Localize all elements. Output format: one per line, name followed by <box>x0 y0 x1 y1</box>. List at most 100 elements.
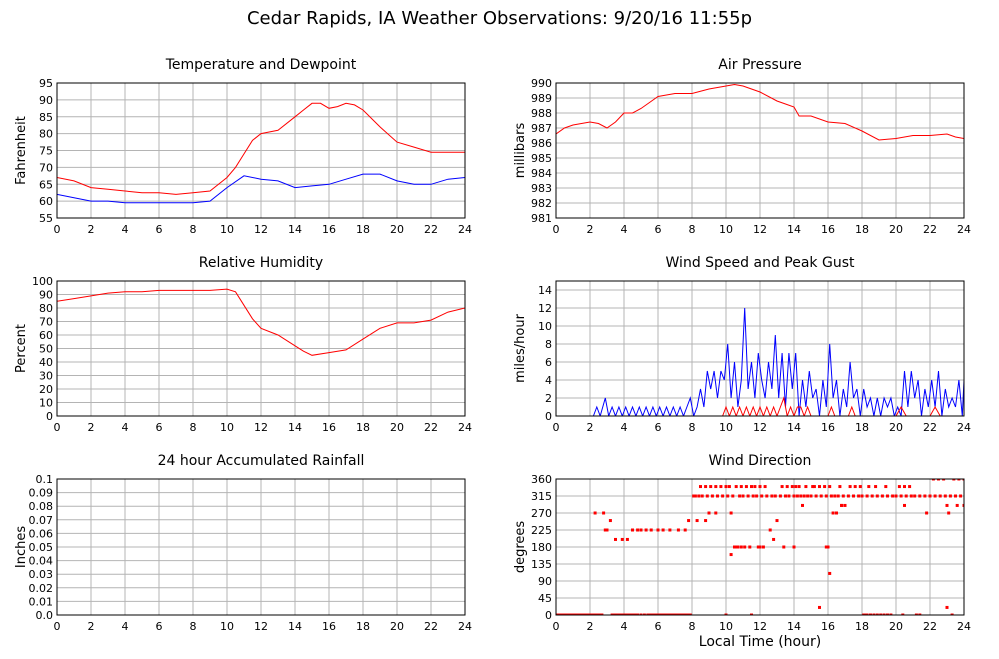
x-tick-label: 24 <box>458 223 472 236</box>
data-point <box>750 613 753 615</box>
data-point <box>593 613 597 615</box>
data-point <box>756 545 760 549</box>
data-point <box>625 537 629 541</box>
y-tick-label: 985 <box>531 152 552 165</box>
data-point <box>818 605 821 609</box>
data-point <box>933 494 937 498</box>
data-point <box>938 494 942 498</box>
data-point <box>687 613 691 615</box>
y-tick-label: 989 <box>531 92 552 105</box>
x-tick-label: 2 <box>587 620 594 633</box>
data-point <box>962 479 964 481</box>
x-tick-label: 16 <box>821 223 835 236</box>
x-tick-label: 4 <box>122 223 129 236</box>
series-line-blue <box>57 173 465 204</box>
y-tick-label: 90 <box>39 289 53 302</box>
data-point <box>950 613 954 615</box>
plot-frame <box>56 280 466 417</box>
x-tick-label: 20 <box>390 620 404 633</box>
data-point <box>942 479 946 481</box>
x-tick-label: 4 <box>122 620 129 633</box>
data-point <box>632 613 636 615</box>
x-tick-label: 12 <box>254 223 268 236</box>
data-point <box>731 494 735 498</box>
y-tick-label: 10 <box>538 320 552 333</box>
data-point <box>734 545 738 549</box>
data-point <box>617 613 621 615</box>
data-point <box>721 494 725 498</box>
data-point <box>578 613 582 615</box>
data-point <box>676 613 680 615</box>
y-tick-label: 0.0 <box>36 609 54 622</box>
data-point <box>670 613 674 615</box>
y-tick-label: 60 <box>39 195 53 208</box>
x-tick-label: 8 <box>689 421 696 434</box>
x-tick-label: 4 <box>621 620 628 633</box>
data-point <box>675 613 679 615</box>
data-point <box>605 528 609 532</box>
data-point <box>556 613 560 615</box>
y-axis-label: Inches <box>14 526 29 568</box>
data-point <box>583 613 587 615</box>
data-point <box>928 494 932 498</box>
y-tick-label: 180 <box>531 541 552 554</box>
data-point <box>561 613 565 615</box>
data-point <box>566 613 570 615</box>
data-point <box>557 613 561 615</box>
y-tick-label: 0 <box>545 410 552 423</box>
data-point <box>639 613 643 615</box>
data-point <box>923 494 927 498</box>
y-tick-label: 75 <box>39 145 53 158</box>
x-tick-label: 8 <box>689 223 696 236</box>
data-point <box>646 613 650 615</box>
data-point <box>685 613 689 615</box>
data-point <box>870 494 874 498</box>
data-point <box>714 485 718 489</box>
y-tick-label: 0.01 <box>29 595 54 608</box>
x-tick-label: 24 <box>957 421 971 434</box>
x-tick-label: 0 <box>553 223 560 236</box>
y-tick-label: 982 <box>531 197 552 210</box>
data-point <box>862 613 866 615</box>
data-point <box>931 479 935 481</box>
data-point <box>787 494 791 498</box>
data-point <box>676 528 680 532</box>
data-point <box>614 537 617 541</box>
x-tick-label: 4 <box>621 223 628 236</box>
data-point <box>700 494 704 498</box>
data-point <box>814 494 818 498</box>
data-point <box>841 494 845 498</box>
data-point <box>586 613 590 615</box>
plot-frame <box>56 82 466 219</box>
data-point <box>692 494 696 498</box>
y-tick-label: 270 <box>531 507 552 520</box>
chart-title: Wind Speed and Peak Gust <box>666 255 855 271</box>
x-tick-label: 2 <box>88 421 95 434</box>
x-tick-label: 16 <box>322 421 336 434</box>
data-point <box>627 613 631 615</box>
data-point <box>867 485 871 489</box>
data-point <box>726 494 730 498</box>
x-tick-label: 16 <box>322 223 336 236</box>
data-point <box>739 545 743 549</box>
series-layer <box>57 102 465 204</box>
series-layer <box>556 307 964 416</box>
data-point <box>591 613 595 615</box>
y-tick-label: 0.02 <box>29 582 54 595</box>
data-point <box>697 494 701 498</box>
data-point <box>608 519 612 523</box>
data-point <box>884 485 888 489</box>
data-point <box>683 613 687 615</box>
y-tick-label: 987 <box>531 122 552 135</box>
data-point <box>704 519 708 523</box>
data-point <box>748 545 752 549</box>
x-tick-label: 16 <box>821 421 835 434</box>
data-point <box>948 494 952 498</box>
y-tick-label: 990 <box>531 77 552 90</box>
data-point <box>880 494 884 498</box>
y-tick-label: 0.09 <box>29 487 54 500</box>
